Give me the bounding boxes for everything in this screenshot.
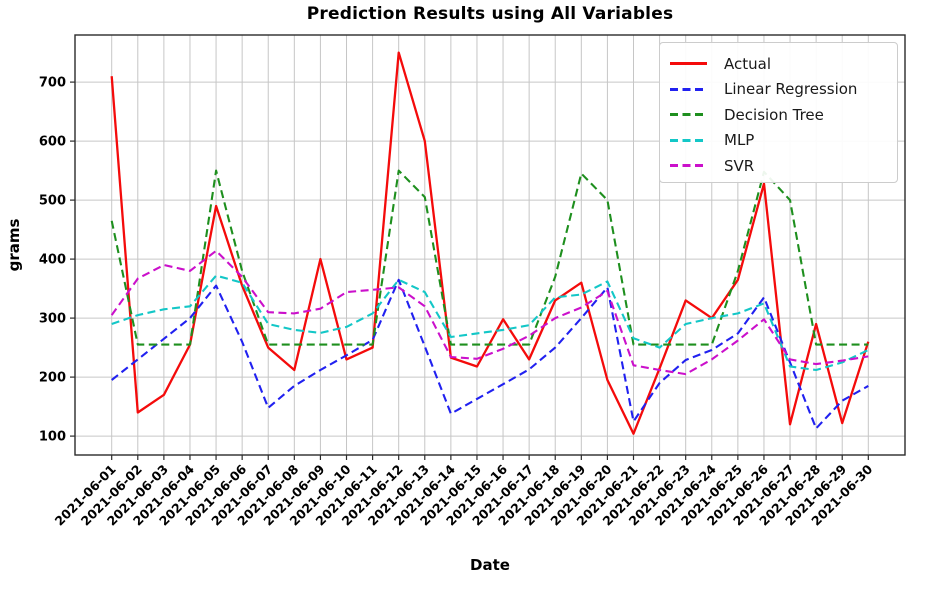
y-tick-label: 400 [39, 253, 66, 268]
y-tick-label: 200 [39, 371, 66, 386]
legend-item-actual: Actual [670, 51, 897, 77]
legend-item-linear-regression: Linear Regression [670, 77, 897, 103]
legend-line-sample-actual [670, 62, 707, 66]
series-line-decision-tree [110, 169, 869, 346]
legend: Actual Linear Regression Decision Tree M… [659, 42, 898, 183]
legend-label: Actual [724, 54, 771, 73]
plot-border [74, 34, 906, 456]
series-line-mlp [111, 274, 869, 372]
x-axis-label: Date [470, 556, 510, 574]
legend-item-mlp: MLP [670, 128, 897, 154]
y-tick-label: 700 [39, 76, 66, 91]
y-tick-label: 300 [39, 312, 66, 327]
series-line-svr [110, 249, 869, 376]
y-tick-label: 100 [39, 430, 66, 445]
legend-label: Linear Regression [724, 80, 858, 99]
legend-label: MLP [724, 131, 755, 150]
legend-line-sample-mlp [670, 138, 707, 142]
chart-title: Prediction Results using All Variables [306, 4, 674, 24]
legend-label: Decision Tree [724, 105, 824, 124]
legend-item-svr: SVR [670, 153, 897, 179]
series-line-linear-regression [111, 278, 869, 430]
y-axis-label: grams [5, 218, 23, 272]
legend-line-sample-svr [670, 164, 707, 168]
legend-label: SVR [724, 156, 755, 175]
legend-item-decision-tree: Decision Tree [670, 102, 897, 128]
y-tick-label: 600 [39, 135, 66, 150]
legend-line-sample-decision-tree [670, 113, 707, 117]
legend-line-sample-linear-regression [670, 87, 707, 91]
y-tick-label: 500 [39, 194, 66, 209]
